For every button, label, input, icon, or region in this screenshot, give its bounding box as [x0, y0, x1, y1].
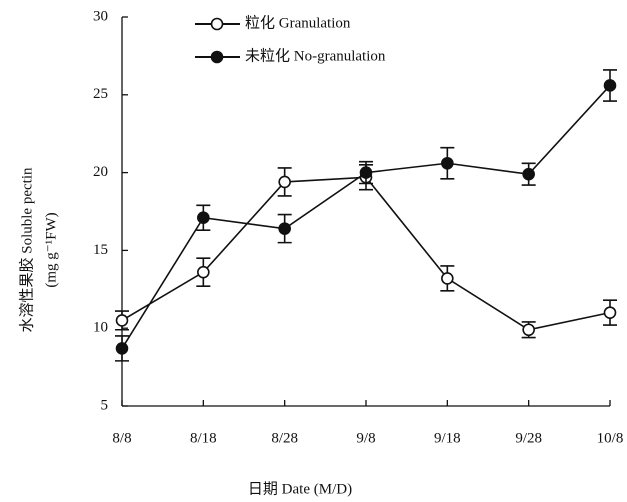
x-axis-label: 日期 Date (M/D): [248, 480, 352, 497]
legend-marker: [210, 50, 224, 64]
y-tick-label: 25: [93, 86, 108, 102]
data-point: [115, 314, 129, 327]
data-point: [359, 166, 373, 179]
y-axis-unit: (mg g⁻¹FW): [43, 212, 59, 287]
x-tick-label: 9/28: [515, 430, 542, 446]
data-point: [441, 272, 454, 285]
data-point: [441, 156, 454, 170]
legend-label: 未粒化 No-granulation: [245, 47, 386, 64]
y-tick-label: 20: [93, 164, 108, 180]
legend-label: 粒化 Granulation: [245, 14, 351, 31]
y-axis-label: 水溶性果胶 Soluble pectin: [18, 167, 35, 332]
series-line: [121, 176, 611, 331]
data-point: [115, 342, 129, 355]
data-point: [278, 222, 291, 235]
x-tick-label: 9/18: [434, 430, 461, 446]
data-point: [603, 79, 617, 92]
x-tick-label: 8/8: [112, 430, 131, 446]
legend-marker: [210, 17, 224, 31]
y-tick-label: 10: [93, 320, 108, 336]
data-point: [522, 323, 535, 337]
y-tick-label: 5: [101, 397, 109, 413]
y-tick-label: 30: [93, 8, 108, 24]
data-point: [197, 265, 210, 279]
data-point: [278, 175, 291, 189]
data-point: [603, 306, 617, 319]
series-line: [121, 84, 611, 349]
x-tick-label: 10/8: [597, 430, 624, 446]
x-tick-label: 9/8: [356, 430, 375, 446]
x-tick-label: 8/28: [271, 430, 298, 446]
data-point: [522, 167, 535, 181]
x-tick-label: 8/18: [190, 430, 217, 446]
data-point: [197, 211, 210, 225]
y-tick-label: 15: [93, 242, 108, 258]
